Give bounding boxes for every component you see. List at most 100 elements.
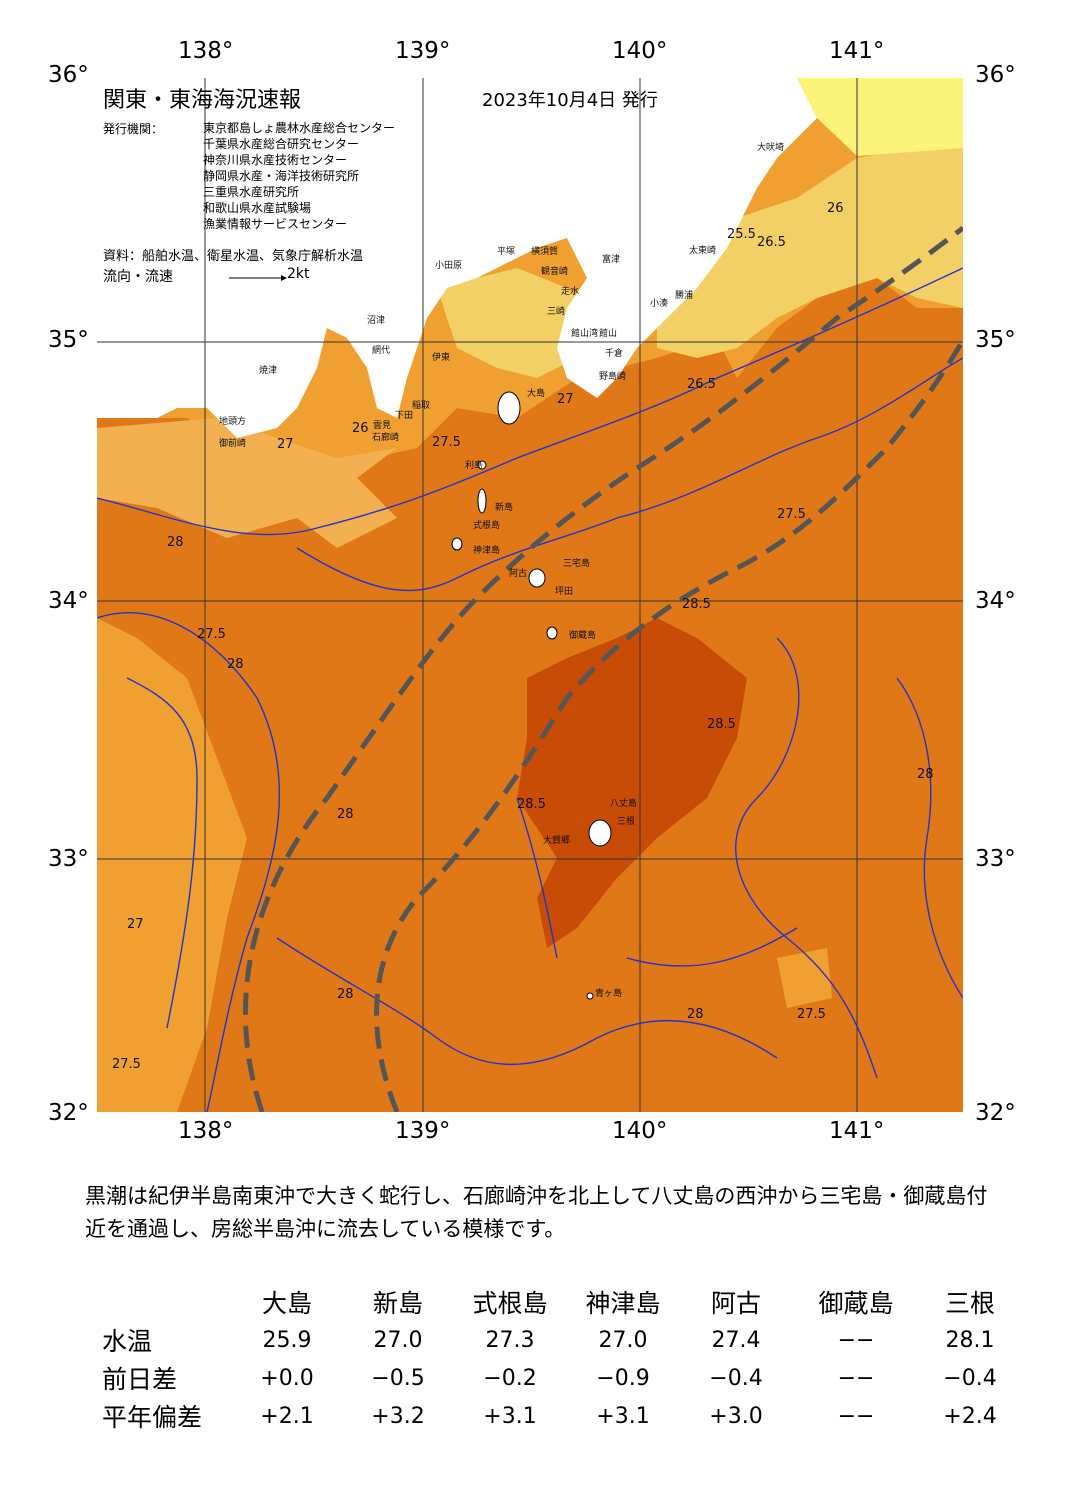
col-kozushima: 神津島 (585, 1289, 661, 1318)
place-taitozaki: 太東崎 (689, 244, 716, 256)
issuer-5: 三重県水産研究所 (203, 185, 300, 199)
contour-label-28-5: 28.5 (682, 597, 711, 612)
contour-label-27-5-d: 27.5 (797, 1007, 826, 1022)
contour-label-26: 26 (352, 421, 369, 436)
contour-labels: 26 26.5 27 27.5 28 28.5 25.5 26 26.5 27 … (112, 201, 934, 1072)
flow-scale-label: 2kt (287, 266, 310, 282)
table-row: 平年偏差 +2.1 +3.2 +3.1 +3.1 +3.0 −− +2.4 (98, 1397, 1020, 1435)
issuer-3: 神奈川県水産技術センター (203, 153, 348, 167)
table-cell: −0.9 (596, 1365, 650, 1391)
contour-label-26-5: 26.5 (687, 377, 716, 392)
place-toshima: 利島 (465, 459, 483, 471)
contour-label-27-5: 27.5 (432, 435, 461, 450)
flow-scale-arrow (229, 275, 287, 281)
lon-tick-140-bottom: 140° (612, 1118, 668, 1144)
lat-tick-36-left: 36° (48, 62, 89, 88)
contour-label-27-c: 27 (127, 917, 144, 932)
lat-tick-33-left: 33° (48, 846, 89, 872)
place-irozaki: 石廊崎 (372, 431, 399, 443)
graticule (97, 78, 963, 1112)
map-title: 関東・東海海況速報 (103, 88, 302, 113)
place-hiratsuka: 平塚 (497, 246, 515, 257)
col-mikurajima: 御蔵島 (818, 1289, 894, 1318)
place-omaezaki: 御前崎 (219, 437, 246, 449)
place-mitsune: 三根 (617, 815, 635, 827)
lat-tick-34-right: 34° (975, 588, 1016, 614)
table-cell: +3.2 (371, 1403, 425, 1429)
contour-label-27: 27 (557, 392, 574, 407)
col-shikinejima: 式根島 (472, 1289, 548, 1318)
mid-water-izu (97, 418, 397, 548)
place-futtsu: 富津 (602, 253, 620, 265)
cool-water-boso (657, 138, 963, 358)
place-shikinejima: 式根島 (473, 519, 500, 531)
contour-label-26-b: 26 (827, 201, 844, 216)
data-source: 資料：船舶水温、衛星水温、気象庁解析水温 (103, 249, 364, 264)
aogashima-island (586, 992, 594, 1000)
lon-tick-141-top: 141° (829, 38, 885, 64)
mid-water-patch (777, 948, 832, 1008)
sea-temperature-map: 26 26.5 27 27.5 28 28.5 25.5 26 26.5 27 … (97, 78, 963, 1112)
place-kumomi: 雲見 (373, 420, 391, 431)
table-cell: −0.2 (483, 1365, 537, 1391)
contour-label-28-d: 28 (917, 767, 934, 782)
place-shimoda: 下田 (395, 410, 413, 421)
col-ako: 阿古 (710, 1289, 761, 1318)
lon-tick-138-top: 138° (178, 38, 234, 64)
table-cell: −− (837, 1327, 875, 1353)
toshima-island (477, 460, 487, 470)
table-cell: +3.0 (709, 1403, 763, 1429)
row-label-water-temp: 水温 (102, 1327, 153, 1356)
contour-label-25-5: 25.5 (727, 227, 756, 242)
observation-table: 大島 新島 式根島 神津島 阿古 御蔵島 三根 水温 25.9 27.0 27.… (98, 1283, 1020, 1435)
issuer-4: 静岡県水産・海洋技術研究所 (203, 169, 360, 183)
place-tateyama-bay: 館山湾 (571, 327, 598, 339)
lat-tick-35-right: 35° (975, 327, 1016, 353)
place-oshima: 大島 (527, 387, 545, 399)
lat-tick-33-right: 33° (975, 846, 1016, 872)
table-cell: +0.0 (260, 1365, 314, 1391)
issuer-list: 東京都島しょ農林水産総合センター 千葉県水産総合研究センター 神奈川県水産技術セ… (203, 120, 395, 232)
place-jitogata: 地頭方 (219, 415, 246, 427)
lat-tick-36-right: 36° (975, 62, 1016, 88)
coldest-water-area (797, 78, 963, 156)
place-numazu: 沼津 (367, 315, 385, 326)
place-katsuura: 勝浦 (675, 289, 693, 301)
place-niijima: 新島 (495, 501, 513, 513)
contour-label-27-5-b: 27.5 (777, 507, 806, 522)
col-oshima: 大島 (261, 1289, 312, 1318)
hot-water-area (517, 618, 747, 948)
row-label-day-diff: 前日差 (102, 1365, 178, 1394)
lon-tick-140-top: 140° (612, 38, 668, 64)
contour-label-27-b: 27 (277, 437, 294, 452)
contour-label-28: 28 (167, 535, 184, 550)
place-aogashima: 青ヶ島 (595, 987, 622, 999)
table-row: 水温 25.9 27.0 27.3 27.0 27.4 −− 28.1 (98, 1321, 1020, 1359)
table-cell: +3.1 (596, 1403, 650, 1429)
contour-label-27-5-e: 27.5 (112, 1057, 141, 1072)
place-inubosaki: 大吠埼 (757, 141, 784, 153)
place-inatori: 稲取 (412, 399, 430, 411)
table-cell: 28.1 (945, 1327, 995, 1353)
table-cell: −0.4 (943, 1365, 997, 1391)
table-cell: −0.4 (709, 1365, 763, 1391)
contour-label-26-5-b: 26.5 (757, 235, 786, 250)
issuer-2: 千葉県水産総合研究センター (203, 137, 360, 151)
contour-label-28-5-b: 28.5 (707, 717, 736, 732)
oshima-island (497, 391, 521, 425)
flow-legend-label: 流向・流速 (103, 269, 173, 285)
isotherms (97, 267, 963, 1112)
place-okago: 大賀郷 (543, 834, 570, 846)
table-cell: 25.9 (262, 1327, 312, 1353)
izu-peninsula-land (387, 318, 411, 378)
place-mikurajima: 御蔵島 (569, 629, 596, 641)
col-niijima: 新島 (372, 1289, 423, 1318)
land-mass (97, 78, 817, 438)
cool-water-sagami (437, 268, 597, 378)
issuer-7: 漁業情報サービスセンター (203, 217, 348, 231)
place-kozushima: 神津島 (473, 544, 500, 556)
place-yaizu: 焼津 (259, 365, 277, 376)
summary-text: 黒潮は紀伊半島南東沖で大きく蛇行し、石廊崎沖を北上して八丈島の西沖から三宅島・御… (85, 1184, 988, 1241)
lat-tick-32-left: 32° (48, 1100, 89, 1126)
hachijojima-island (588, 819, 612, 847)
